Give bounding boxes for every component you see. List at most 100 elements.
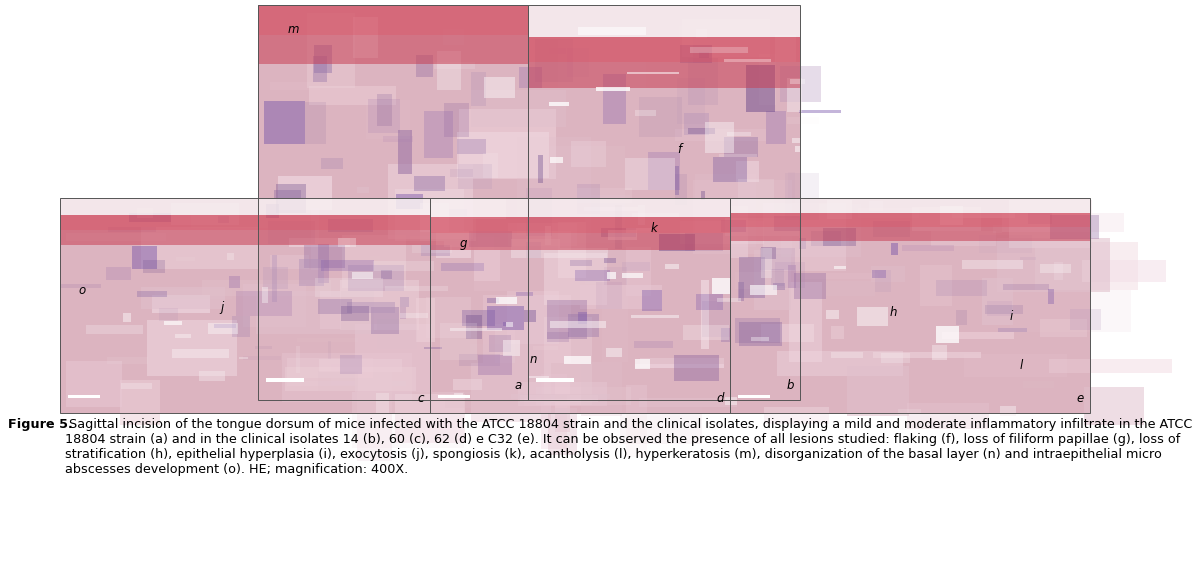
Bar xyxy=(630,221,680,231)
Bar xyxy=(626,72,679,74)
Bar xyxy=(761,247,775,258)
Bar xyxy=(1020,258,1037,260)
Bar xyxy=(152,295,211,312)
Bar xyxy=(730,198,1090,413)
Bar xyxy=(700,52,709,58)
Bar xyxy=(459,109,556,179)
Bar xyxy=(297,337,359,342)
Bar xyxy=(826,310,839,319)
Bar xyxy=(412,245,452,253)
Bar xyxy=(329,219,373,232)
Bar xyxy=(461,310,495,327)
Bar xyxy=(810,231,842,246)
Bar xyxy=(371,256,379,273)
Bar xyxy=(159,309,178,321)
Bar xyxy=(763,202,845,271)
Bar xyxy=(635,364,724,368)
Bar xyxy=(120,383,152,389)
Bar xyxy=(530,376,549,378)
Bar xyxy=(356,365,391,461)
Bar xyxy=(964,354,1067,377)
Bar xyxy=(342,235,406,288)
Bar xyxy=(420,218,477,241)
Text: e: e xyxy=(1076,392,1084,405)
Bar xyxy=(295,346,301,373)
Bar xyxy=(266,378,303,382)
Bar xyxy=(420,203,449,232)
Bar xyxy=(191,215,268,228)
Bar xyxy=(309,86,396,105)
Bar xyxy=(107,227,157,232)
Bar xyxy=(229,276,240,288)
Bar xyxy=(341,280,419,330)
Bar xyxy=(289,239,349,247)
Bar xyxy=(881,352,910,363)
Bar xyxy=(596,87,630,91)
Bar xyxy=(66,361,123,407)
Bar xyxy=(626,385,647,457)
Bar xyxy=(444,241,462,248)
Bar xyxy=(567,49,589,77)
Bar xyxy=(395,188,464,241)
Bar xyxy=(255,346,272,349)
Bar xyxy=(1002,213,1123,232)
Bar xyxy=(486,298,498,303)
Bar xyxy=(780,66,821,102)
Bar xyxy=(911,206,981,231)
Text: a: a xyxy=(515,379,523,392)
Bar xyxy=(270,255,309,269)
Bar xyxy=(632,213,679,217)
Bar xyxy=(738,322,783,346)
Text: j: j xyxy=(220,301,223,314)
Bar xyxy=(1050,215,1099,239)
Bar xyxy=(559,40,647,88)
Bar xyxy=(444,103,470,137)
Bar xyxy=(430,198,730,413)
Bar xyxy=(454,393,464,398)
Bar xyxy=(437,51,461,90)
Bar xyxy=(736,161,759,182)
Bar xyxy=(789,282,822,362)
Bar xyxy=(981,279,1013,325)
Bar xyxy=(734,272,789,289)
Bar xyxy=(568,315,600,337)
Bar xyxy=(549,102,569,106)
Bar xyxy=(327,341,331,359)
Bar xyxy=(601,228,636,237)
Bar xyxy=(560,248,608,258)
Bar xyxy=(766,111,786,144)
Bar xyxy=(684,113,709,135)
Bar xyxy=(775,35,796,62)
Bar xyxy=(792,138,833,143)
Bar xyxy=(383,136,413,142)
Bar xyxy=(639,97,681,137)
Bar xyxy=(674,355,719,381)
Bar xyxy=(908,403,988,429)
Bar xyxy=(701,280,709,349)
Bar xyxy=(604,267,626,285)
Bar xyxy=(730,213,1090,241)
Bar xyxy=(377,94,393,126)
Bar xyxy=(625,157,675,190)
Bar xyxy=(734,318,779,343)
Bar xyxy=(458,132,549,178)
Bar xyxy=(987,301,1013,316)
Bar xyxy=(315,278,383,297)
Bar xyxy=(585,195,630,284)
Bar xyxy=(400,297,408,307)
Bar xyxy=(470,343,529,394)
Bar xyxy=(366,100,411,139)
Bar xyxy=(798,110,842,113)
Bar xyxy=(827,200,851,219)
Bar xyxy=(201,280,331,296)
Bar xyxy=(759,55,777,105)
Bar xyxy=(952,213,1015,218)
Bar xyxy=(471,363,551,422)
Bar xyxy=(872,266,905,282)
Bar xyxy=(258,5,529,400)
Bar xyxy=(620,400,702,444)
Bar xyxy=(730,213,1090,227)
Bar xyxy=(270,82,319,90)
Bar xyxy=(659,233,695,250)
Bar xyxy=(730,198,1090,413)
